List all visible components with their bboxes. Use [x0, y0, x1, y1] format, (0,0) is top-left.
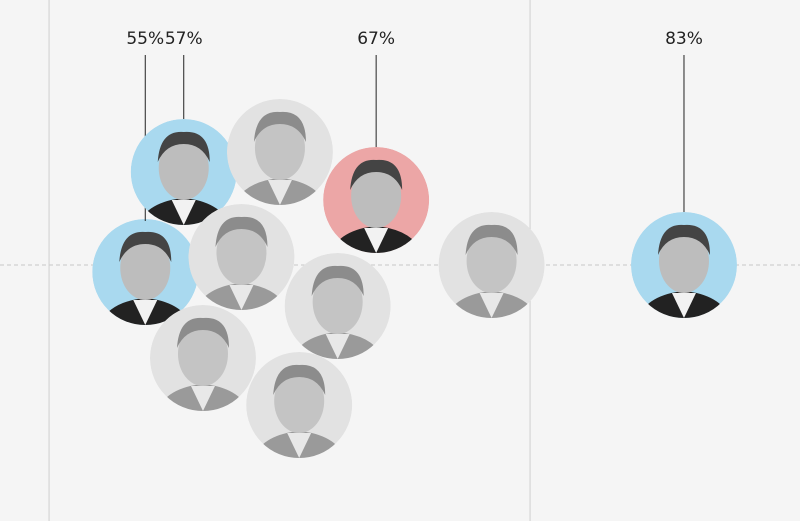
- face: [351, 164, 402, 228]
- face: [216, 221, 267, 285]
- hair: [253, 111, 306, 142]
- collar: [190, 386, 215, 411]
- hair: [350, 159, 403, 190]
- hair: [465, 224, 518, 255]
- hair: [657, 224, 710, 255]
- portrait: [246, 352, 353, 458]
- face: [312, 270, 363, 334]
- value-label: 55%: [126, 29, 164, 49]
- face: [158, 136, 209, 200]
- value-label: 57%: [165, 29, 203, 49]
- collar: [171, 200, 196, 225]
- face: [658, 229, 709, 293]
- hair: [215, 216, 268, 247]
- face: [120, 236, 171, 300]
- face: [177, 322, 228, 386]
- face: [274, 369, 325, 433]
- collar: [364, 228, 389, 253]
- collar: [479, 293, 504, 318]
- collar: [267, 180, 292, 205]
- collar: [287, 433, 312, 458]
- collar: [229, 285, 254, 310]
- hair: [176, 317, 229, 348]
- value-label: 67%: [357, 29, 395, 49]
- collar: [325, 334, 350, 359]
- portrait: [323, 147, 430, 253]
- hair: [119, 231, 172, 262]
- face: [466, 229, 517, 293]
- face: [254, 116, 305, 180]
- collar: [133, 300, 158, 325]
- hair: [311, 265, 364, 296]
- hair: [273, 364, 326, 395]
- hair: [157, 131, 210, 162]
- collar: [671, 293, 696, 318]
- value-label: 83%: [665, 29, 703, 49]
